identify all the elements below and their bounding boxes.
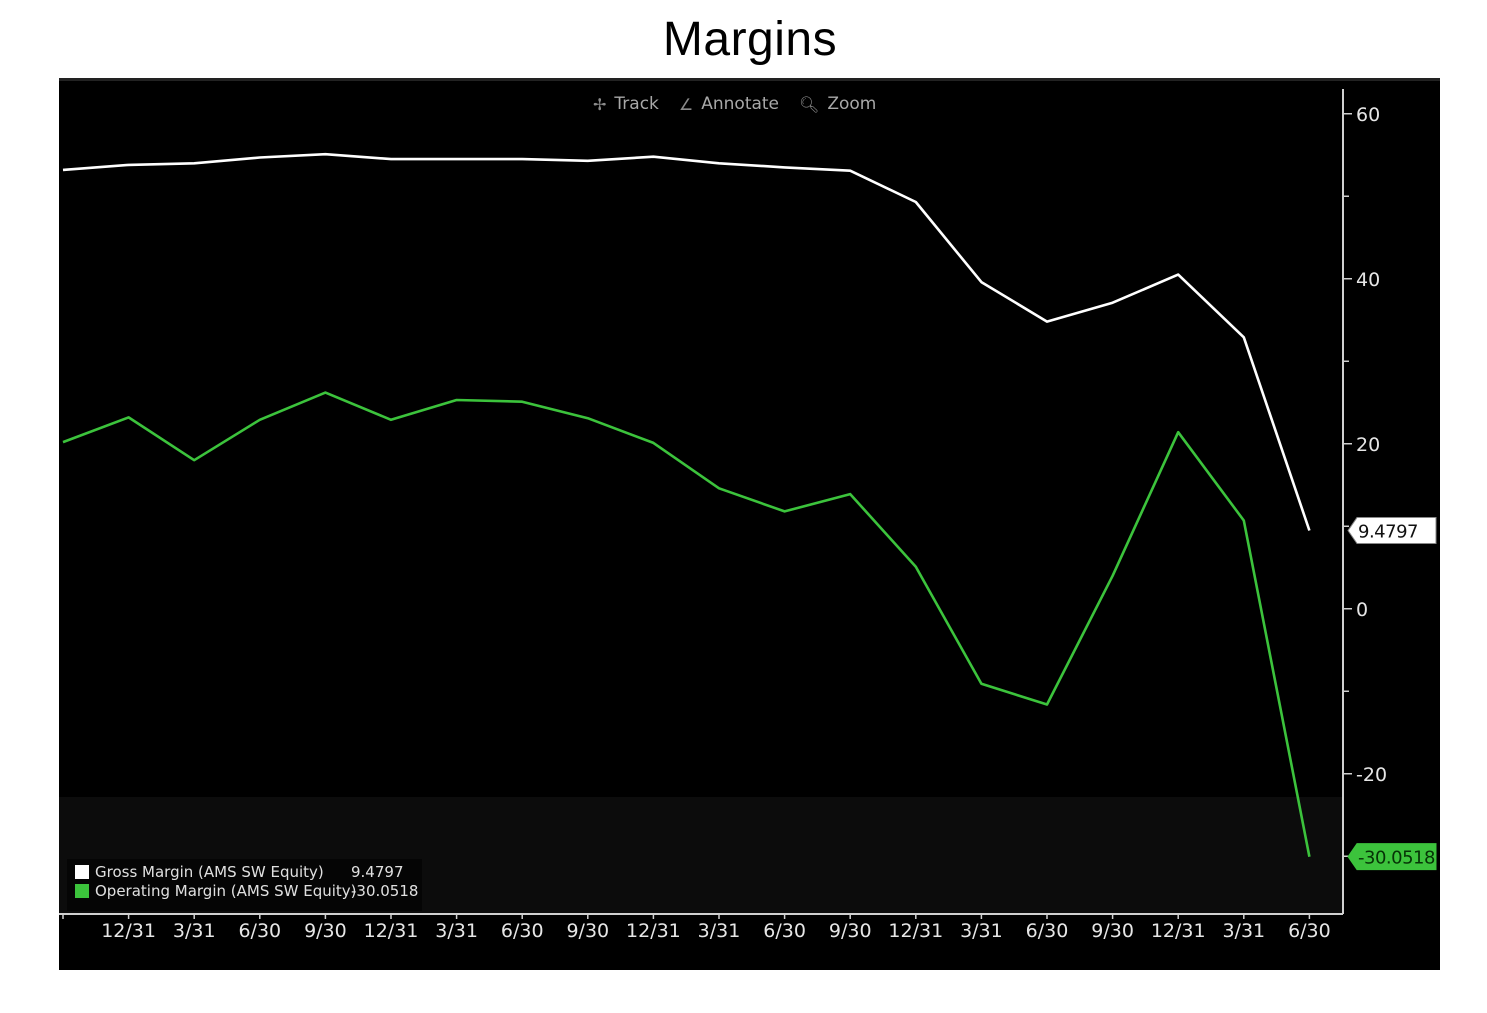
- zoom-button[interactable]: 🔍︎ Zoom: [799, 91, 876, 117]
- last-value-badge: [1347, 517, 1437, 545]
- x-tick-label: 9/30: [1091, 920, 1134, 942]
- pencil-icon: ∠: [678, 94, 694, 114]
- x-tick-label: 6/30: [763, 920, 806, 942]
- legend-swatch: [75, 865, 89, 879]
- last-value-label: 9.4797: [1358, 522, 1418, 543]
- legend-series-value: 9.4797: [351, 863, 404, 881]
- x-tick-label: 6/30: [1026, 920, 1069, 942]
- x-tick-label: 3/31: [960, 920, 1003, 942]
- zoom-label: Zoom: [827, 94, 877, 114]
- magnifier-icon: 🔍︎: [799, 94, 820, 114]
- x-tick-label: 12/31: [364, 920, 419, 942]
- annotate-button[interactable]: ∠ Annotate: [679, 91, 779, 117]
- legend-box: [67, 859, 422, 911]
- y-tick-label: 20: [1356, 434, 1380, 456]
- x-tick-label: 6/30: [1288, 920, 1331, 942]
- x-tick-label: 12/31: [101, 920, 156, 942]
- annotate-label: Annotate: [701, 94, 780, 114]
- y-tick-label: 0: [1356, 599, 1368, 621]
- y-tick-label: -20: [1356, 764, 1387, 786]
- x-tick-label: 3/31: [435, 920, 478, 942]
- series-line-1: [62, 391, 1311, 857]
- line-chart: -20 0 20 40 60 12/31 3/31 6/30 9/30 12/31 3/31 6/30…: [59, 89, 1437, 942]
- x-tick-label: 6/30: [501, 920, 544, 942]
- page-title: Margins: [662, 13, 838, 66]
- legend-series-value: -30.0518: [351, 882, 418, 900]
- x-tick-label: 3/31: [173, 920, 216, 942]
- x-tick-label: 3/31: [698, 920, 741, 942]
- x-tick-label: 12/31: [1151, 920, 1206, 942]
- x-tick-label: 9/30: [829, 920, 872, 942]
- y-tick-label: 60: [1356, 104, 1380, 126]
- chart-toolbar: ✢ Track ∠ Annotate 🔍︎ Zoom: [593, 91, 876, 117]
- legend-series-name: Operating Margin (AMS SW Equity): [95, 882, 357, 900]
- track-button[interactable]: ✢ Track: [593, 91, 659, 117]
- series-line-0: [62, 152, 1311, 531]
- legend-swatch: [75, 884, 89, 898]
- legend-series-name: Gross Margin (AMS SW Equity): [95, 863, 324, 881]
- x-tick-label: 6/30: [238, 920, 281, 942]
- track-label: Track: [614, 94, 659, 114]
- last-value-badge: [1347, 843, 1437, 871]
- y-tick-label: 40: [1356, 269, 1380, 291]
- last-value-label: -30.0518: [1358, 848, 1435, 869]
- x-tick-label: 9/30: [566, 920, 609, 942]
- x-tick-label: 12/31: [888, 920, 943, 942]
- x-tick-label: 3/31: [1222, 920, 1265, 942]
- x-tick-label: 9/30: [304, 920, 347, 942]
- x-tick-label: 12/31: [626, 920, 681, 942]
- chart-area[interactable]: -20 0 20 40 60 12/31 3/31 6/30 9/30 12/31 3/31 6/30…: [59, 78, 1440, 970]
- crosshair-icon: ✢: [593, 94, 607, 114]
